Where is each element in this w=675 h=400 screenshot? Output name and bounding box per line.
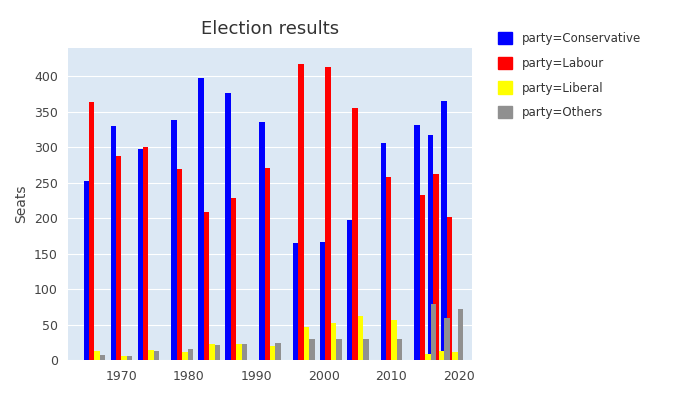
Bar	[447, 217, 452, 360]
Bar	[397, 340, 402, 360]
Bar	[439, 352, 444, 360]
Bar	[127, 356, 132, 360]
Legend: party=Conservative, party=Labour, party=Liberal, party=Others: party=Conservative, party=Labour, party=…	[492, 26, 647, 125]
Bar	[304, 327, 309, 360]
Bar	[352, 108, 358, 360]
Bar	[293, 243, 298, 360]
Bar	[414, 125, 420, 360]
Bar	[171, 120, 177, 360]
Bar	[265, 168, 270, 360]
Bar	[441, 101, 447, 360]
Bar	[259, 122, 265, 360]
Bar	[320, 242, 325, 360]
Bar	[270, 346, 275, 360]
Bar	[236, 344, 242, 360]
Bar	[209, 344, 215, 360]
Bar	[89, 102, 95, 360]
Bar	[225, 93, 231, 360]
Bar	[386, 177, 391, 360]
Bar	[242, 344, 247, 360]
Bar	[431, 304, 436, 360]
Bar	[204, 212, 209, 360]
Bar	[116, 156, 122, 360]
Bar	[298, 64, 304, 360]
Bar	[188, 349, 193, 360]
Bar	[458, 309, 463, 360]
Bar	[100, 355, 105, 360]
Bar	[309, 339, 315, 360]
Bar	[198, 78, 204, 360]
Bar	[231, 198, 236, 360]
Bar	[95, 352, 100, 360]
Bar	[336, 340, 342, 360]
Bar	[182, 352, 188, 360]
Bar	[111, 126, 116, 360]
Bar	[428, 135, 433, 360]
Bar	[358, 316, 363, 360]
Bar	[347, 220, 352, 360]
Bar	[143, 146, 148, 360]
Bar	[154, 351, 159, 360]
Title: Election results: Election results	[201, 20, 339, 38]
Bar	[138, 150, 143, 360]
Bar	[275, 343, 281, 360]
Y-axis label: Seats: Seats	[14, 185, 28, 223]
Bar	[122, 356, 127, 360]
Bar	[433, 174, 439, 360]
Bar	[363, 339, 369, 360]
Bar	[84, 181, 89, 360]
Bar	[444, 318, 450, 360]
Bar	[325, 67, 331, 360]
Bar	[452, 352, 458, 360]
Bar	[381, 143, 386, 360]
Bar	[215, 345, 220, 360]
Bar	[392, 320, 397, 360]
Bar	[420, 196, 425, 360]
Bar	[331, 323, 336, 360]
Bar	[425, 354, 431, 360]
Bar	[148, 350, 154, 360]
Bar	[177, 169, 182, 360]
